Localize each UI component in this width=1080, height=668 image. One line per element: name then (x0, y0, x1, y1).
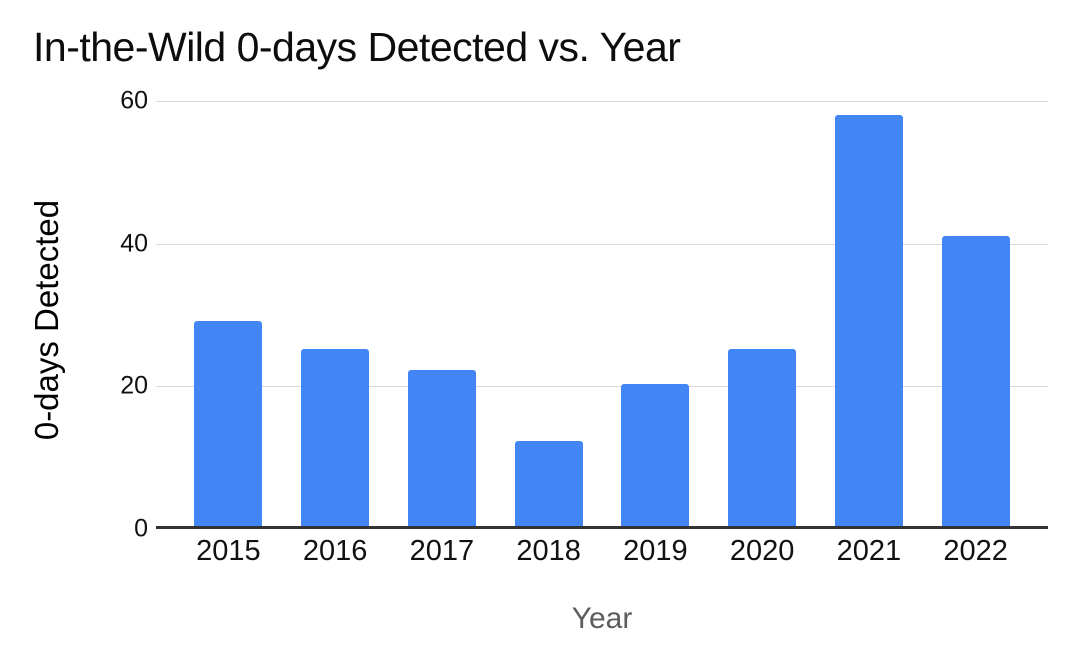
bar-slot-2015 (175, 101, 282, 526)
gridline-60 (156, 101, 1048, 102)
x-tick-label-2021: 2021 (836, 535, 902, 567)
bar-2022 (941, 235, 1010, 526)
gridline-40 (156, 243, 1048, 245)
y-tick-label-40: 40 (120, 229, 148, 258)
bar-2016 (301, 348, 370, 526)
bar-slot-2022 (922, 101, 1029, 526)
bar-2015 (194, 320, 263, 526)
bars-row (156, 101, 1048, 526)
bar-2020 (728, 348, 797, 526)
x-tick-label-2020: 2020 (729, 535, 795, 567)
x-tick-label-2017: 2017 (409, 535, 475, 567)
x-tick-label-2019: 2019 (623, 535, 688, 567)
x-tick-label-2022: 2022 (943, 535, 1008, 567)
x-axis-tick-labels: 2015 2016 2017 2018 2019 2020 2021 2022 (156, 535, 1048, 568)
bar-slot-2020 (709, 101, 816, 526)
gridline-20 (156, 386, 1048, 388)
chart-title: In-the-Wild 0-days Detected vs. Year (33, 24, 681, 70)
bar-2017 (407, 370, 476, 526)
x-tick-label-2018: 2018 (516, 535, 581, 567)
bar-slot-2017 (389, 101, 496, 526)
x-tick-label-2016: 2016 (302, 535, 368, 567)
y-tick-label-0: 0 (134, 514, 148, 543)
bar-2018 (514, 441, 583, 526)
bar-slot-2019 (602, 101, 709, 526)
bar-slot-2021 (816, 101, 923, 526)
bar-slot-2016 (282, 101, 389, 526)
plot-area (156, 101, 1048, 529)
bar-2019 (621, 384, 690, 526)
y-tick-label-60: 60 (120, 86, 148, 115)
bar-2021 (834, 115, 903, 526)
x-tick-label-2015: 2015 (196, 535, 261, 567)
x-axis-title: Year (571, 602, 633, 635)
bar-slot-2018 (495, 101, 602, 526)
y-tick-label-20: 20 (120, 371, 148, 400)
